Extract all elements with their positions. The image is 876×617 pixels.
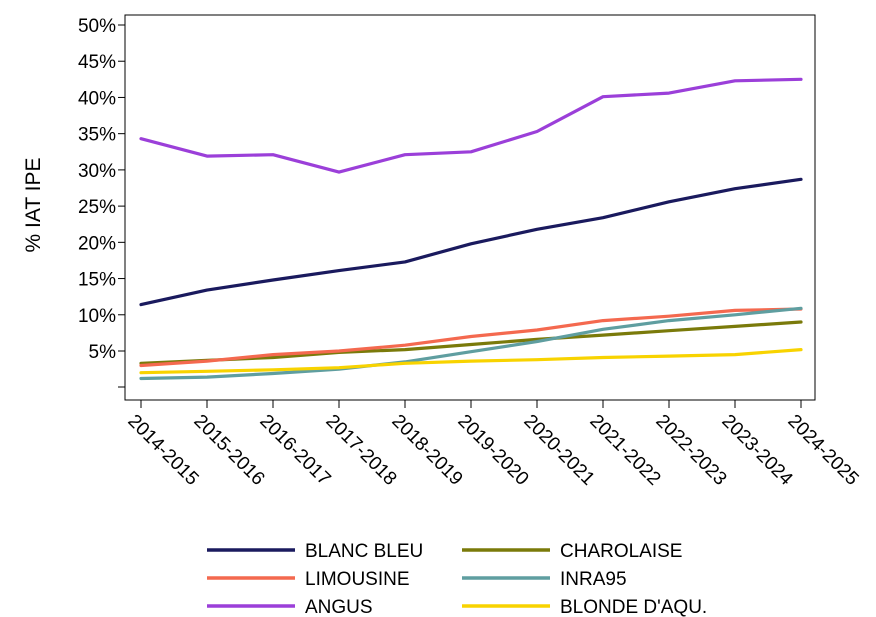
y-tick-label: 30% [78,161,116,182]
x-tick-label: 2022-2023 [651,411,730,490]
legend: BLANC BLEU CHAROLAISE LIMOUSINE INRA95 ANGUS… [207,541,707,617]
legend-label: BLONDE D'AQU. [560,597,707,617]
y-axis-label: % IAT IPE [22,158,45,253]
series-lines [139,77,803,381]
x-tick-label: 2016-2017 [255,411,334,490]
x-tick-label: 2021-2022 [585,411,664,490]
series-line-blonde-d-aqu [139,348,803,375]
x-tick-label: 2019-2020 [453,411,532,490]
series-line-limousine [139,307,803,368]
legend-label: CHAROLAISE [560,541,682,562]
series-line-inra95 [139,306,803,381]
x-tick-label: 2014-2015 [123,411,202,490]
x-tick-label: 2024-2025 [783,411,862,490]
legend-item-charolaise: CHAROLAISE [462,541,682,562]
x-tick-label: 2018-2019 [387,411,466,490]
axes: 5%10%15%20%25%30%35%40%45%50%2014-201520… [78,14,863,490]
legend-item-blanc-bleu: BLANC BLEU [207,541,423,562]
legend-label: LIMOUSINE [305,569,410,590]
y-tick-label: 15% [78,270,116,291]
legend-item-inra95: INRA95 [462,569,627,590]
legend-item-limousine: LIMOUSINE [207,569,410,590]
y-tick-label: 20% [78,233,116,254]
y-tick-label: 45% [78,52,116,73]
y-tick-label: 10% [78,306,116,327]
x-tick-label: 2020-2021 [519,411,598,490]
y-tick-label: 25% [78,197,116,218]
series-line-blanc-bleu [139,177,803,307]
legend-label: INRA95 [560,569,627,590]
legend-item-blonde-d-aqu: BLONDE D'AQU. [462,597,707,617]
y-tick-label: 35% [78,125,116,146]
legend-item-angus: ANGUS [207,597,373,617]
series-line-angus [139,77,803,174]
legend-label: BLANC BLEU [305,541,423,562]
legend-label: ANGUS [305,597,373,617]
series-line-charolaise [139,320,803,365]
y-tick-label: 50% [78,16,116,37]
y-tick-label: 5% [89,342,117,363]
x-tick-label: 2017-2018 [321,411,400,490]
x-tick-label: 2023-2024 [717,411,796,490]
x-tick-label: 2015-2016 [189,411,268,490]
plot-area [124,14,816,401]
y-tick-label: 40% [78,88,116,109]
